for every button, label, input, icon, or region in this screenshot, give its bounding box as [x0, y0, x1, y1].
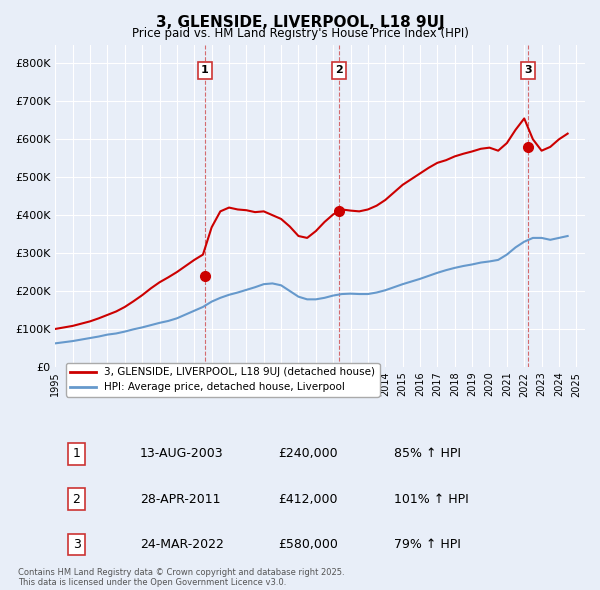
Text: 28-APR-2011: 28-APR-2011 [140, 493, 221, 506]
Text: 85% ↑ HPI: 85% ↑ HPI [394, 447, 461, 460]
Text: £412,000: £412,000 [278, 493, 337, 506]
Text: 101% ↑ HPI: 101% ↑ HPI [394, 493, 469, 506]
Text: 2: 2 [335, 65, 343, 76]
Text: 3: 3 [524, 65, 532, 76]
Legend: 3, GLENSIDE, LIVERPOOL, L18 9UJ (detached house), HPI: Average price, detached h: 3, GLENSIDE, LIVERPOOL, L18 9UJ (detache… [66, 363, 380, 396]
Text: £240,000: £240,000 [278, 447, 337, 460]
Text: 1: 1 [73, 447, 80, 460]
Text: Contains HM Land Registry data © Crown copyright and database right 2025.
This d: Contains HM Land Registry data © Crown c… [18, 568, 344, 587]
Text: 3: 3 [73, 538, 80, 551]
Text: 3, GLENSIDE, LIVERPOOL, L18 9UJ: 3, GLENSIDE, LIVERPOOL, L18 9UJ [155, 15, 445, 30]
Text: 13-AUG-2003: 13-AUG-2003 [140, 447, 224, 460]
Text: 2: 2 [73, 493, 80, 506]
Text: £580,000: £580,000 [278, 538, 338, 551]
Text: 1: 1 [201, 65, 209, 76]
Text: 79% ↑ HPI: 79% ↑ HPI [394, 538, 461, 551]
Text: 24-MAR-2022: 24-MAR-2022 [140, 538, 224, 551]
Text: Price paid vs. HM Land Registry's House Price Index (HPI): Price paid vs. HM Land Registry's House … [131, 27, 469, 40]
